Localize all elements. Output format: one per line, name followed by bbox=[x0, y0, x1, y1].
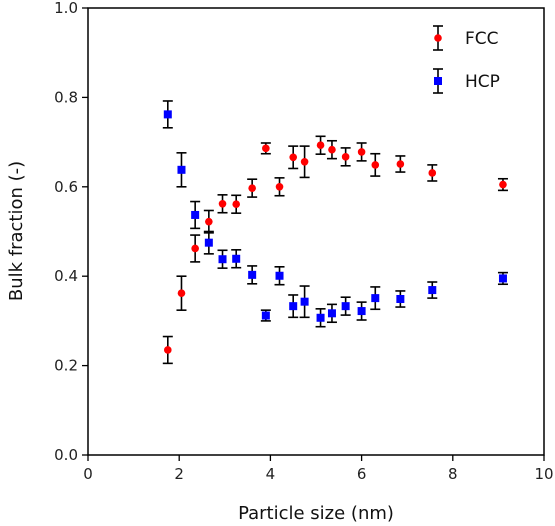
hcp-point-marker bbox=[396, 294, 405, 303]
legend: FCC HCP bbox=[433, 25, 500, 94]
legend-fcc-marker bbox=[434, 34, 442, 42]
fcc-point-marker bbox=[316, 141, 325, 150]
plot-frame bbox=[87, 7, 545, 456]
fcc-point-marker bbox=[396, 160, 405, 168]
legend-hcp-marker bbox=[434, 77, 442, 85]
hcp-point-marker bbox=[275, 271, 284, 280]
x-tick-label: 6 bbox=[357, 465, 367, 483]
hcp-series bbox=[162, 100, 508, 328]
x-tick-label: 10 bbox=[534, 465, 553, 483]
fcc-point-marker bbox=[499, 180, 507, 189]
y-axis-label: Bulk fraction (-) bbox=[6, 161, 27, 301]
hcp-point-marker bbox=[300, 297, 309, 306]
fcc-point-marker bbox=[428, 169, 437, 177]
fcc-point-marker bbox=[328, 145, 336, 154]
hcp-point-marker bbox=[218, 255, 227, 264]
data-layer bbox=[162, 100, 508, 365]
hcp-point-marker bbox=[357, 307, 366, 316]
fcc-point-marker bbox=[357, 148, 366, 156]
ticks-layer: 0 2 4 6 8 10 0.0 0.2 0.4 0.6 0.8 1.0 bbox=[54, 0, 553, 483]
hcp-point-marker bbox=[248, 270, 257, 279]
fcc-point-marker bbox=[177, 289, 186, 297]
hcp-point-marker bbox=[498, 274, 507, 283]
x-tick-label: 2 bbox=[174, 465, 184, 483]
fcc-point-marker bbox=[341, 153, 350, 161]
hcp-point-marker bbox=[232, 254, 241, 263]
y-tick-label: 0.6 bbox=[54, 178, 78, 196]
hcp-point-marker bbox=[316, 313, 325, 322]
y-tick-label: 0.8 bbox=[54, 88, 78, 106]
fcc-point-marker bbox=[205, 217, 213, 226]
y-tick-label: 0.0 bbox=[54, 446, 78, 464]
hcp-point-marker bbox=[289, 302, 298, 311]
y-tick-label: 0.4 bbox=[54, 267, 78, 285]
x-tick-label: 8 bbox=[448, 465, 458, 483]
fcc-series bbox=[162, 135, 508, 365]
fcc-point-marker bbox=[218, 199, 227, 208]
hcp-point-marker bbox=[327, 309, 336, 318]
legend-hcp-label: HCP bbox=[465, 72, 500, 92]
fcc-point-marker bbox=[191, 244, 199, 253]
hcp-point-marker bbox=[371, 294, 380, 303]
hcp-point-marker bbox=[177, 165, 186, 174]
x-axis-label: Particle size (nm) bbox=[238, 503, 394, 524]
hcp-point-marker bbox=[204, 238, 213, 247]
fcc-point-marker bbox=[164, 346, 172, 354]
fcc-point-marker bbox=[232, 200, 240, 209]
fcc-point-marker bbox=[289, 153, 298, 162]
hcp-point-marker bbox=[163, 110, 172, 119]
hcp-point-marker bbox=[428, 286, 437, 295]
fcc-point-marker bbox=[300, 157, 309, 166]
fcc-point-marker bbox=[371, 161, 380, 169]
x-tick-label: 4 bbox=[266, 465, 276, 483]
y-tick-label: 1.0 bbox=[54, 0, 78, 17]
y-tick-label: 0.2 bbox=[54, 357, 78, 375]
legend-fcc-label: FCC bbox=[465, 29, 499, 49]
hcp-point-marker bbox=[261, 311, 270, 320]
hcp-point-marker bbox=[191, 210, 200, 219]
fcc-point-marker bbox=[275, 183, 284, 191]
fcc-point-marker bbox=[248, 184, 256, 192]
x-tick-label: 0 bbox=[83, 465, 93, 483]
fcc-point-marker bbox=[262, 144, 270, 153]
hcp-point-marker bbox=[341, 302, 350, 311]
